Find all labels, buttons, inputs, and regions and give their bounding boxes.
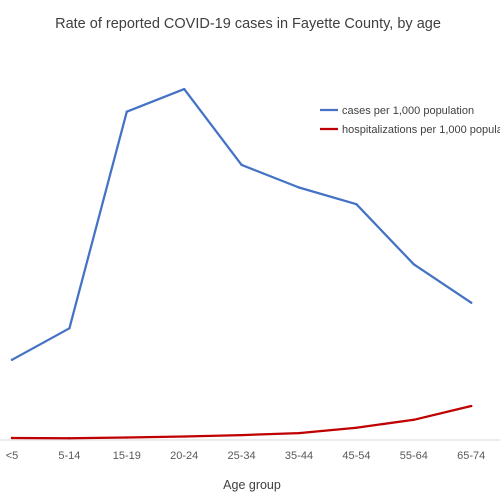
x-tick-label: 55-64	[400, 450, 428, 462]
data-point	[412, 263, 415, 266]
x-axis-tick-labels: <5 5-14 15-19 20-24 25-34 35-44 45-54 55-64 65-7…	[6, 450, 486, 462]
data-point	[68, 437, 71, 440]
series-1	[10, 87, 473, 361]
data-point	[297, 186, 301, 189]
x-tick-label: 15-19	[113, 450, 141, 462]
data-point	[10, 436, 14, 440]
data-point	[470, 301, 473, 304]
series-2	[10, 404, 473, 440]
data-point	[412, 418, 415, 421]
data-point	[183, 87, 186, 91]
x-tick-label: 20-24	[170, 450, 198, 462]
data-point	[355, 426, 358, 429]
legend: cases per 1,000 population hospitalizatio…	[320, 105, 500, 136]
data-point	[10, 358, 14, 361]
legend-label: cases per 1,000 population	[342, 105, 474, 117]
legend-entry: hospitalizations per 1,000 population	[320, 124, 500, 136]
data-point	[125, 436, 128, 439]
x-tick-label: 65-74	[457, 450, 485, 462]
x-tick-label: <5	[6, 450, 19, 462]
x-axis-title: Age group	[223, 478, 281, 492]
x-tick-label: 5-14	[58, 450, 80, 462]
data-point	[297, 431, 301, 435]
x-tick-label: 45-54	[342, 450, 370, 462]
data-point	[125, 110, 128, 113]
legend-entry: cases per 1,000 population	[320, 105, 474, 117]
data-point	[240, 163, 243, 167]
chart-title: Rate of reported COVID-19 cases in Fayet…	[55, 16, 441, 32]
data-point	[355, 203, 358, 206]
series-lines	[10, 87, 473, 440]
data-point	[470, 404, 473, 408]
data-point	[240, 433, 243, 437]
x-tick-label: 25-34	[228, 450, 256, 462]
data-point	[183, 435, 186, 438]
x-tick-label: 35-44	[285, 450, 313, 462]
data-point	[68, 327, 71, 330]
legend-label: hospitalizations per 1,000 population	[342, 124, 500, 136]
